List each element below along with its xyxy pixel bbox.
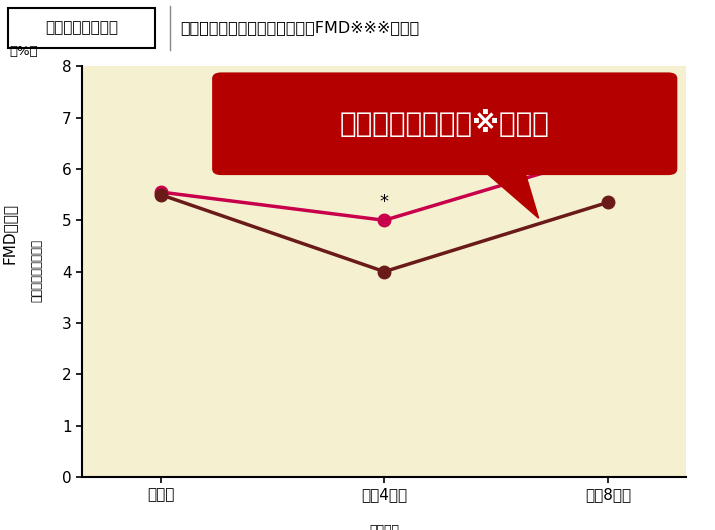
Text: （最小二乗平均値）: （最小二乗平均値） — [31, 239, 44, 302]
Text: 研究レビューより: 研究レビューより — [45, 20, 118, 36]
Text: FMD測定値: FMD測定値 — [2, 202, 16, 264]
FancyBboxPatch shape — [212, 73, 677, 175]
Text: *: * — [380, 193, 389, 211]
Polygon shape — [482, 169, 538, 218]
Text: *: * — [603, 126, 613, 144]
Text: 評価時期: 評価時期 — [370, 524, 399, 530]
Text: 血管のしなやかさ※を維持: 血管のしなやかさ※を維持 — [340, 110, 550, 138]
Text: （%）: （%） — [10, 45, 39, 58]
Text: ヒハツ由来ピペリン摂取によるFMD※※※の推移: ヒハツ由来ピペリン摂取によるFMD※※※の推移 — [180, 20, 419, 36]
Bar — [8, 8, 155, 48]
